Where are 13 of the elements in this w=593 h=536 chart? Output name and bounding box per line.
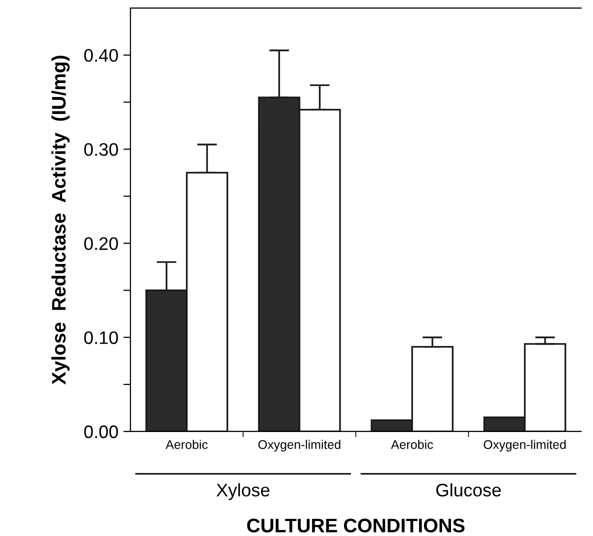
y-tick-label: 0.20 [84,237,118,250]
y-tick-label: 0.40 [84,49,118,62]
x-axis-title: CULTURE CONDITIONS [247,518,465,532]
y-tick-label: 0.30 [84,143,118,156]
x-tick-label: Aerobic [166,440,208,449]
y-tick-label: 0.10 [84,331,118,344]
text: Glucose [436,483,501,496]
text: Xylose [216,483,270,500]
x-tick-label: Oxygen-limited [258,440,340,452]
x-tick-label: Aerobic [390,440,433,449]
x-tick-label: Oxygen-limited [484,440,566,452]
y-axis-title: Xylose Reductase Activity (IU/mg) [51,56,70,385]
y-tick-label: 0.00 [84,425,118,438]
